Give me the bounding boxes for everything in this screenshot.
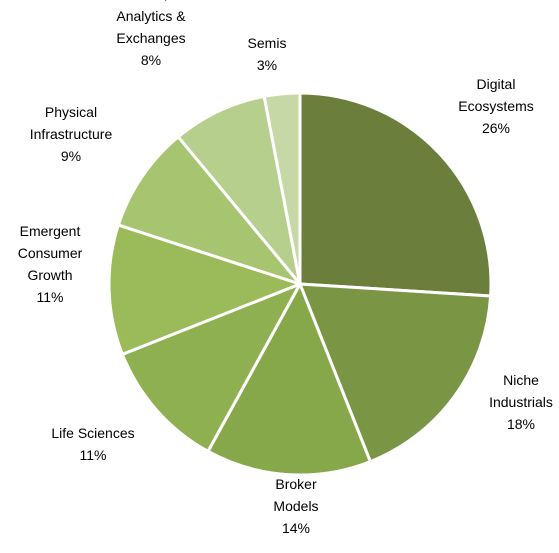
slice-category-label: Analytics & <box>116 8 186 24</box>
slice-category-label: Infrastructure <box>30 126 113 142</box>
slice-category-label: Broker <box>275 476 317 492</box>
slice-category-label: Digital <box>477 76 516 92</box>
pie-slice-physical-infrastructure <box>116 135 302 286</box>
slice-value-label: 11% <box>80 447 107 463</box>
pie-slice-emergent-consumer-growth <box>107 223 302 356</box>
pie-slice-digital-ecosystems <box>298 91 493 298</box>
slice-value-label: 11% <box>37 289 64 305</box>
slice-category-label: Data, <box>134 0 167 2</box>
slice-category-label: Industrials <box>489 394 553 410</box>
slice-category-label: Models <box>273 498 318 514</box>
slice-value-label: 9% <box>61 148 81 164</box>
pie-slices <box>107 91 493 477</box>
slice-category-label: Niche <box>503 372 539 388</box>
slice-category-label: Ecosystems <box>458 98 533 114</box>
pie-slice-niche-industrials <box>298 282 493 464</box>
slice-category-label: Growth <box>27 267 72 283</box>
pie-slice-semis <box>262 91 302 286</box>
slice-value-label: 8% <box>141 52 161 68</box>
slice-category-label: Exchanges <box>116 30 185 46</box>
slice-category-label: Emergent <box>20 223 81 239</box>
slice-value-label: 18% <box>507 416 535 432</box>
pie-slice-broker-models <box>206 282 372 477</box>
slice-value-label: 3% <box>257 57 277 73</box>
slice-value-label: 14% <box>282 520 310 536</box>
slice-category-label: Consumer <box>18 245 83 261</box>
slice-value-label: 26% <box>482 120 510 136</box>
slice-category-label: Life Sciences <box>51 425 134 441</box>
slice-category-label: Physical <box>45 104 97 120</box>
pie-slice-life-sciences <box>120 282 302 453</box>
slice-category-label: Semis <box>248 35 287 51</box>
slice-labels: Digital Ecosystems 26% Niche Industrials 18% B… <box>18 0 553 536</box>
pie-slice-data-analytics-exchanges <box>176 94 302 286</box>
